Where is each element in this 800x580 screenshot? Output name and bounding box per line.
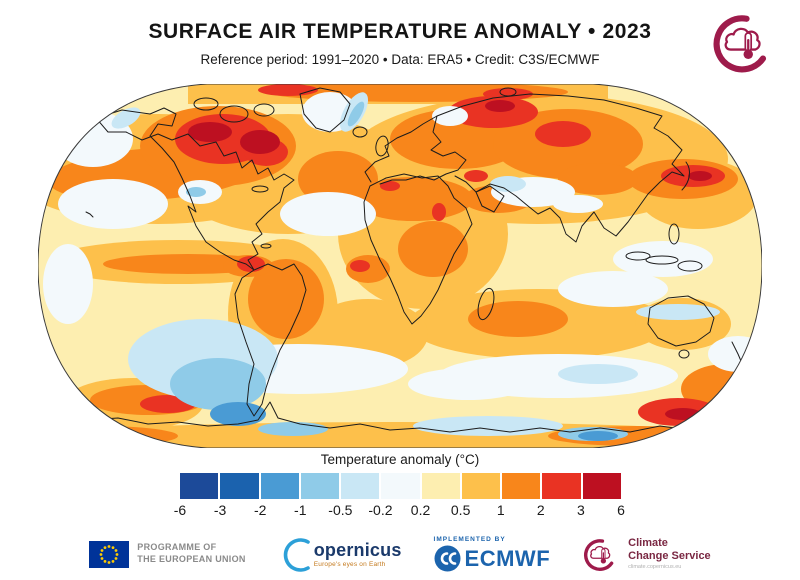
colorbar-segment — [381, 473, 420, 499]
colorbar-segment — [341, 473, 380, 499]
arctic-island-outline — [219, 105, 249, 123]
arctic-island-outline — [193, 97, 219, 111]
colorbar-title: Temperature anomaly (°C) — [320, 452, 480, 467]
c3s-logo-svg — [713, 15, 767, 73]
colorbar-tick: -6 — [173, 502, 187, 518]
greenland-outline — [299, 87, 351, 133]
c3s-mini-icon — [584, 539, 614, 571]
arabia-outline — [475, 185, 505, 213]
colorbar-segment — [220, 473, 259, 499]
new-guinea-outline — [677, 260, 703, 272]
eu-programme-text-line1: PROGRAMME OF — [137, 542, 217, 553]
colorbar-tick: -0.2 — [368, 502, 393, 518]
colorbar-segment — [180, 473, 219, 499]
colorbar-ticks: -6 -3 -2 -1 -0.5 -0.2 0.2 0.5 1 2 3 6 — [174, 502, 625, 520]
madagascar-outline — [477, 287, 495, 321]
colorbar-segment — [421, 473, 460, 499]
copernicus-c-icon — [283, 538, 310, 572]
page-subtitle: Reference period: 1991–2020 • Data: ERA5… — [200, 52, 600, 67]
colorbar-tick: 0.5 — [450, 502, 471, 518]
north-america-outline — [95, 107, 295, 271]
colorbar-tick: 2 — [536, 502, 545, 518]
iceland-outline — [352, 126, 368, 138]
antarctica-outline — [57, 401, 743, 433]
south-america-outline — [234, 263, 307, 417]
colorbar-tick: 3 — [577, 502, 585, 518]
colorbar-tick: -2 — [253, 502, 267, 518]
tasmania-outline — [678, 349, 690, 359]
copernicus-logo: opernicus Europe's eyes on Earth — [278, 534, 402, 574]
anomaly-cool-regions — [111, 92, 720, 441]
ecmwf-wordmark: ECMWF — [464, 545, 551, 571]
c3s-cloud-thermometer-icon — [710, 8, 778, 76]
colorbar-segment — [502, 473, 541, 499]
philippines-outline — [668, 223, 680, 245]
c3s-wordmark-line2: Change Service — [628, 549, 711, 562]
colorbar-tick: 1 — [496, 502, 505, 518]
indonesia-outline — [645, 255, 679, 265]
colorbar-tick: 0.2 — [410, 502, 431, 518]
indonesia-outline — [625, 251, 651, 261]
climate-change-service-logo: Climate Change Service climate.copernicu… — [582, 535, 711, 573]
australia-outline — [647, 295, 715, 347]
colorbar-segment — [542, 473, 581, 499]
colorbar-segment — [260, 473, 299, 499]
colorbar-tick: -1 — [294, 502, 307, 518]
coastlines — [57, 87, 745, 433]
arctic-island-outline — [253, 103, 275, 117]
ecmwf-logo: IMPLEMENTED BY ECMWF — [434, 536, 551, 572]
colorbar-segment — [300, 473, 340, 499]
implemented-by-label: IMPLEMENTED BY — [433, 536, 506, 543]
map-boundary — [38, 84, 762, 448]
c3s-wordmark-line1: Climate — [628, 537, 668, 550]
svalbard-outline — [499, 87, 517, 97]
hawaii-outline — [85, 211, 94, 218]
copernicus-wordmark: opernicus — [313, 540, 402, 560]
great-lakes-outline — [251, 185, 269, 193]
ecmwf-globe-icon — [434, 545, 461, 572]
page-title: SURFACE AIR TEMPERATURE ANOMALY • 2023 — [148, 20, 652, 43]
eu-programme-text-line2: THE EUROPEAN UNION — [137, 554, 246, 564]
world-anomaly-map — [38, 84, 762, 448]
eu-programme-logo: PROGRAMME OF THE EUROPEAN UNION — [89, 540, 246, 568]
footer-logos: PROGRAMME OF THE EUROPEAN UNION opernicu… — [0, 530, 800, 578]
colorbar-segments — [180, 473, 621, 499]
caribbean-outline — [260, 243, 272, 249]
world-map-svg — [38, 84, 762, 448]
colorbar-tick: 6 — [617, 502, 625, 518]
asia-outline — [436, 93, 685, 243]
colorbar-segment — [582, 473, 621, 499]
colorbar-segment — [461, 473, 501, 499]
colorbar-tick: -0.5 — [328, 502, 353, 518]
japan-outline — [681, 161, 690, 191]
c3s-url: climate.copernicus.eu — [628, 564, 682, 571]
copernicus-tagline: Europe's eyes on Earth — [313, 561, 386, 568]
eu-flag-icon — [89, 540, 130, 568]
anomaly-field — [38, 84, 762, 448]
africa-outline — [363, 173, 473, 325]
colorbar-tick: -3 — [213, 502, 227, 518]
british-isles-outline — [375, 135, 389, 157]
